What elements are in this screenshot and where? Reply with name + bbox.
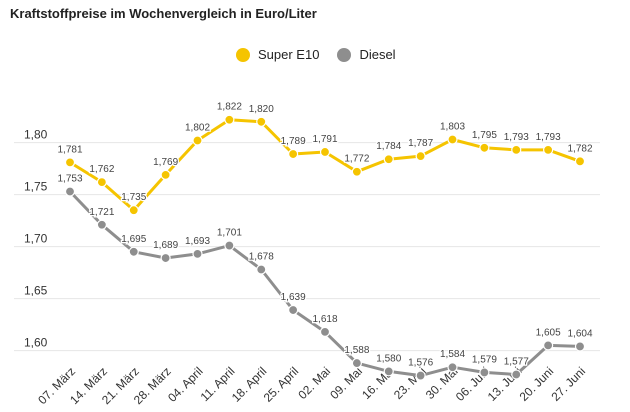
- x-tick-label: 04. April: [165, 364, 206, 405]
- data-point-diesel: [415, 370, 426, 381]
- data-label-super-e10: 1,787: [408, 138, 433, 149]
- data-label-diesel: 1,701: [217, 228, 242, 239]
- data-point-super-e10: [128, 205, 139, 216]
- data-point-diesel: [574, 341, 586, 352]
- data-label-diesel: 1,693: [185, 236, 210, 247]
- data-point-super-e10: [256, 116, 267, 127]
- data-label-super-e10: 1,820: [249, 104, 274, 115]
- data-label-super-e10: 1,795: [472, 130, 497, 141]
- data-point-super-e10: [319, 146, 331, 158]
- data-point-super-e10: [160, 169, 171, 180]
- data-point-super-e10: [64, 157, 76, 168]
- chart-title: Kraftstoffpreise im Wochenvergleich in E…: [10, 6, 317, 21]
- data-label-super-e10: 1,772: [344, 154, 369, 165]
- data-label-diesel: 1,618: [312, 314, 337, 325]
- data-point-diesel: [224, 240, 235, 251]
- data-label-diesel: 1,580: [376, 353, 401, 364]
- data-label-super-e10: 1,784: [376, 141, 401, 152]
- data-label-super-e10: 1,782: [567, 143, 592, 154]
- x-tick-label: 02. Mai: [295, 364, 333, 402]
- data-label-super-e10: 1,769: [153, 157, 178, 168]
- data-label-super-e10: 1,793: [536, 132, 561, 143]
- data-point-diesel: [543, 340, 554, 351]
- legend-label-diesel: Diesel: [359, 47, 396, 62]
- data-label-diesel: 1,604: [567, 328, 592, 339]
- legend-swatch-diesel: [337, 47, 352, 62]
- data-point-diesel: [351, 357, 362, 369]
- legend-item-diesel: Diesel: [337, 47, 396, 62]
- data-label-diesel: 1,579: [472, 354, 497, 365]
- data-label-super-e10: 1,789: [281, 136, 306, 147]
- y-tick-label: 1,80: [24, 128, 48, 142]
- legend-item-super-e10: Super E10: [236, 47, 319, 62]
- data-point-diesel: [256, 264, 267, 275]
- data-point-super-e10: [192, 135, 203, 146]
- data-point-super-e10: [288, 148, 299, 160]
- chart-legend: Super E10 Diesel: [236, 47, 414, 62]
- data-label-super-e10: 1,802: [185, 123, 210, 134]
- data-label-diesel: 1,721: [89, 207, 114, 218]
- data-label-super-e10: 1,781: [57, 144, 82, 155]
- y-tick-label: 1,70: [24, 232, 48, 246]
- data-point-diesel: [288, 304, 299, 316]
- data-point-diesel: [447, 362, 458, 373]
- x-tick-label: 23. Mai: [391, 364, 429, 402]
- data-label-diesel: 1,577: [504, 357, 529, 368]
- series-line-diesel: [68, 190, 582, 378]
- x-tick-label: 27. Juni: [549, 364, 589, 404]
- data-label-diesel: 1,584: [440, 349, 465, 360]
- data-label-diesel: 1,678: [249, 251, 274, 262]
- data-point-diesel: [160, 252, 171, 264]
- data-point-super-e10: [351, 166, 362, 177]
- data-point-diesel: [192, 248, 203, 259]
- legend-label-super-e10: Super E10: [258, 47, 320, 62]
- x-tick-label: 25. April: [261, 364, 302, 405]
- data-point-diesel: [319, 326, 331, 337]
- data-label-super-e10: 1,791: [312, 134, 337, 145]
- data-label-diesel: 1,588: [344, 345, 369, 356]
- data-point-super-e10: [511, 144, 522, 155]
- data-point-super-e10: [447, 134, 458, 145]
- data-label-super-e10: 1,822: [217, 102, 242, 113]
- data-label-diesel: 1,695: [121, 234, 146, 245]
- data-label-diesel: 1,639: [281, 292, 306, 303]
- data-point-diesel: [511, 369, 522, 380]
- data-label-diesel: 1,753: [57, 173, 82, 184]
- data-label-super-e10: 1,735: [121, 192, 146, 203]
- data-point-super-e10: [96, 177, 107, 188]
- data-label-diesel: 1,605: [536, 327, 561, 338]
- data-label-super-e10: 1,793: [504, 132, 529, 143]
- data-label-diesel: 1,576: [408, 358, 433, 369]
- data-label-super-e10: 1,803: [440, 121, 465, 132]
- data-point-diesel: [128, 246, 139, 257]
- data-point-diesel: [96, 219, 107, 230]
- data-point-super-e10: [415, 151, 426, 162]
- legend-swatch-super-e10: [236, 47, 250, 62]
- data-point-diesel: [383, 366, 394, 377]
- x-tick-label: 09. Mai: [327, 364, 365, 402]
- data-label-super-e10: 1,762: [89, 164, 114, 175]
- y-tick-label: 1,75: [24, 180, 48, 194]
- data-point-diesel: [64, 186, 76, 197]
- data-point-super-e10: [224, 114, 235, 125]
- data-point-diesel: [479, 367, 490, 378]
- y-tick-label: 1,60: [24, 336, 48, 350]
- data-label-diesel: 1,689: [153, 240, 178, 251]
- data-point-super-e10: [479, 142, 490, 153]
- data-point-super-e10: [574, 156, 586, 167]
- data-point-super-e10: [543, 144, 554, 155]
- y-tick-label: 1,65: [24, 284, 48, 298]
- data-point-super-e10: [383, 154, 394, 165]
